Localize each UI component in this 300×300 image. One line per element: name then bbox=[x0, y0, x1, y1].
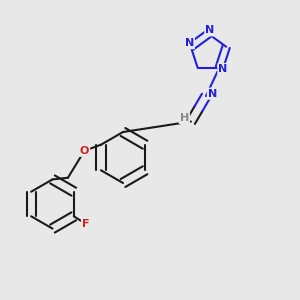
Text: F: F bbox=[82, 219, 90, 229]
Text: N: N bbox=[218, 64, 228, 74]
Text: N: N bbox=[206, 25, 214, 35]
Text: N: N bbox=[208, 88, 217, 99]
Text: O: O bbox=[80, 146, 89, 156]
Text: N: N bbox=[185, 38, 194, 48]
Text: H: H bbox=[180, 113, 189, 123]
